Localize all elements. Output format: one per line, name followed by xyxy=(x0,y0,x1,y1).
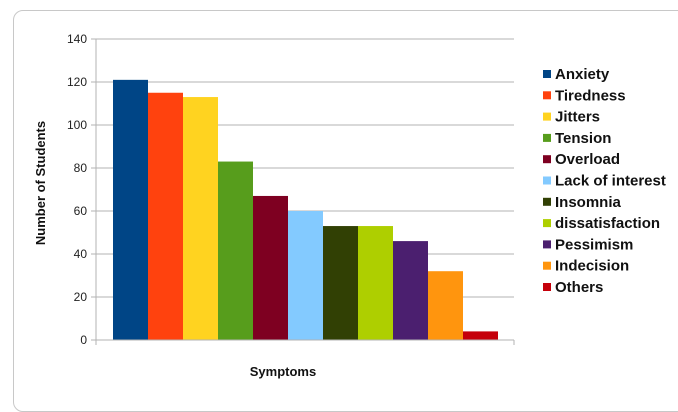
bar-tension xyxy=(218,161,253,340)
legend-label: dissatisfaction xyxy=(555,215,660,232)
legend-item: Overload xyxy=(543,151,620,168)
y-tick-label: 120 xyxy=(67,75,87,89)
legend-label: Anxiety xyxy=(555,66,610,83)
legend-label: Indecision xyxy=(555,258,629,275)
legend-item: Insomnia xyxy=(543,194,622,211)
bar-chart: 0 20 40 60 80 100 120 140 Number of Students Sy… xyxy=(33,32,666,379)
legend-swatch xyxy=(543,112,551,121)
legend: Anxiety Tiredness Jitters Tension Overload La… xyxy=(543,66,666,296)
legend-item: Jitters xyxy=(543,109,600,126)
bar-others xyxy=(463,331,498,340)
bar-indecision xyxy=(428,271,463,340)
legend-swatch xyxy=(543,283,551,291)
legend-label: Others xyxy=(555,279,603,296)
legend-swatch xyxy=(543,91,551,100)
bar-pessimism xyxy=(393,241,428,340)
bar-tiredness xyxy=(148,92,183,340)
bar-overload xyxy=(253,195,288,340)
legend-swatch xyxy=(543,219,551,228)
bar-jitters xyxy=(183,97,218,340)
y-tick-label: 80 xyxy=(74,161,88,175)
legend-item: Anxiety xyxy=(543,66,610,83)
y-axis-title: Number of Students xyxy=(33,121,48,245)
legend-item: dissatisfaction xyxy=(543,215,660,232)
legend-item: Others xyxy=(543,279,603,296)
y-tick-label: 40 xyxy=(74,247,88,261)
legend-item: Tension xyxy=(543,130,611,147)
legend-swatch xyxy=(543,261,551,270)
bar-dissatisfaction xyxy=(358,226,393,340)
y-tick-label: 20 xyxy=(74,290,88,304)
bar-lack-of-interest xyxy=(288,211,323,340)
bar-anxiety xyxy=(113,79,148,340)
y-tick-label: 140 xyxy=(67,32,87,46)
legend-item: Indecision xyxy=(543,258,629,275)
legend-label: Tiredness xyxy=(555,87,626,104)
x-axis-title: Symptoms xyxy=(250,364,316,379)
legend-label: Overload xyxy=(555,151,620,168)
legend-swatch xyxy=(543,240,551,249)
legend-label: Pessimism xyxy=(555,236,633,253)
legend-swatch xyxy=(543,133,551,142)
legend-label: Jitters xyxy=(555,109,600,126)
legend-label: Insomnia xyxy=(555,194,622,211)
axes xyxy=(95,39,515,345)
legend-label: Tension xyxy=(555,130,611,147)
legend-item: Lack of interest xyxy=(543,173,666,190)
legend-item: Tiredness xyxy=(543,87,626,104)
y-tick-labels: 0 20 40 60 80 100 120 140 xyxy=(67,32,87,347)
y-tick-label: 60 xyxy=(74,204,88,218)
legend-label: Lack of interest xyxy=(555,173,666,190)
legend-item: Pessimism xyxy=(543,236,633,253)
y-tick-label: 0 xyxy=(80,333,87,347)
legend-swatch xyxy=(543,176,551,185)
bar-insomnia xyxy=(323,226,358,340)
bars xyxy=(113,79,498,340)
legend-swatch xyxy=(543,70,551,78)
legend-swatch xyxy=(543,197,551,206)
legend-swatch xyxy=(543,155,551,164)
y-tick-label: 100 xyxy=(67,118,87,132)
